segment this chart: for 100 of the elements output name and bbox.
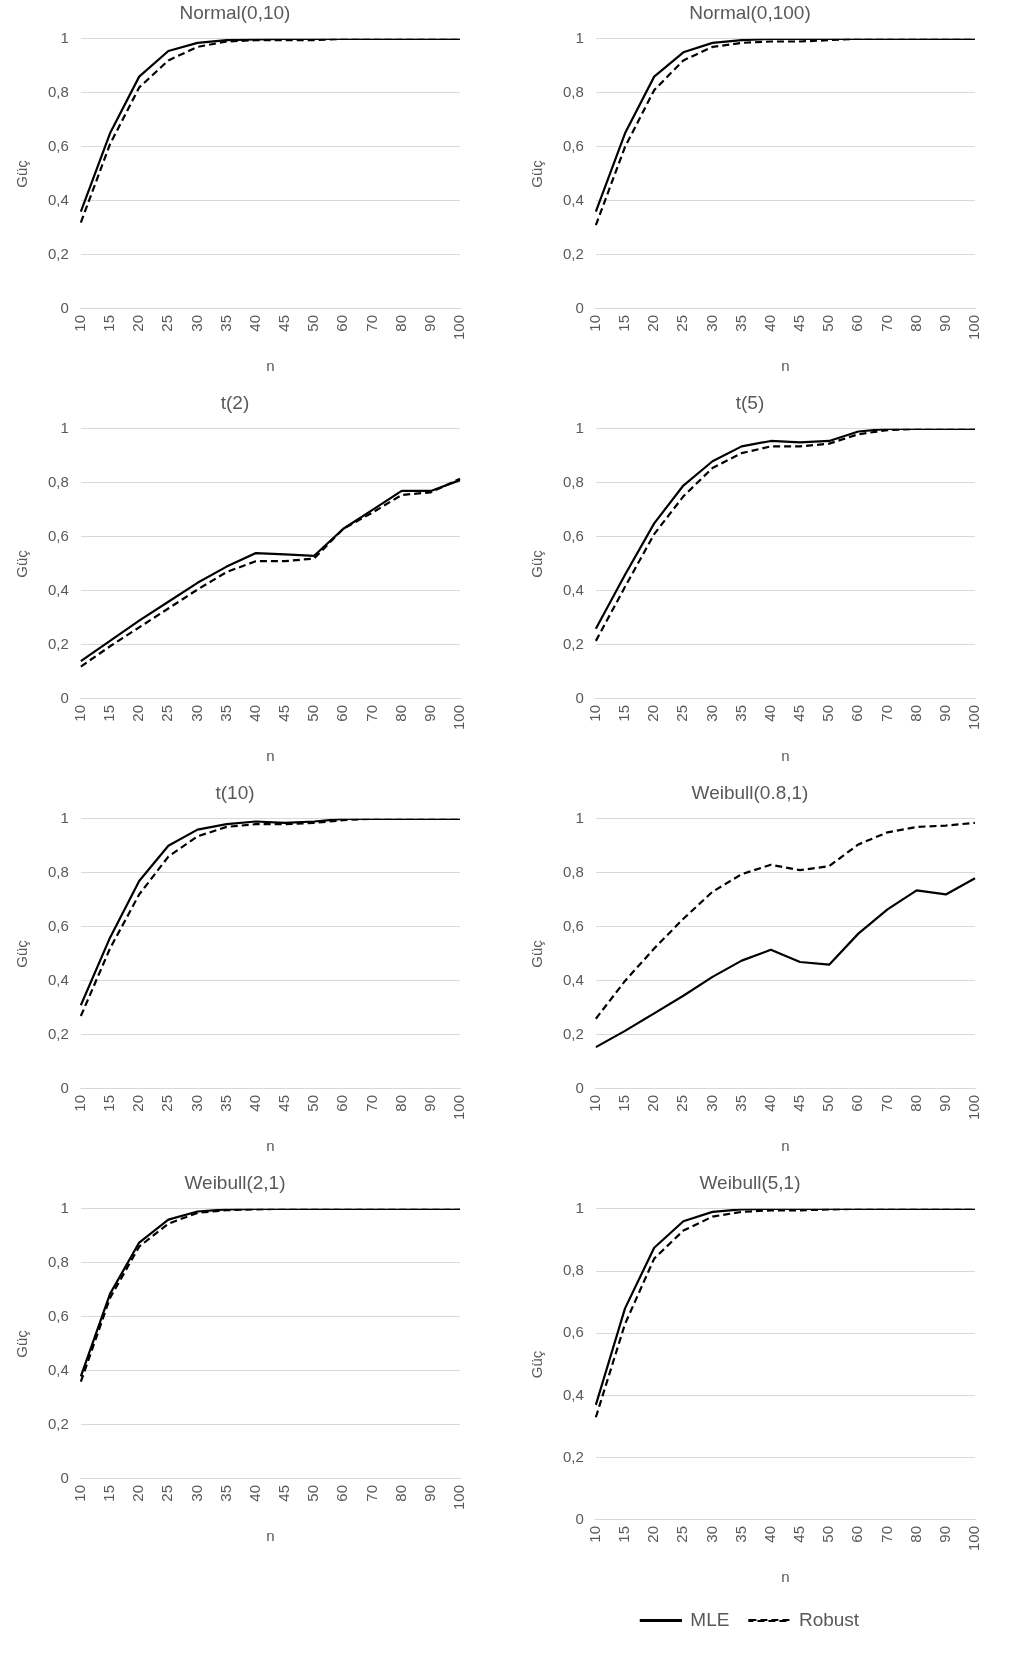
x-tick-label: 70 <box>877 1525 895 1543</box>
chart-title: Weibull(5,1) <box>699 1171 801 1193</box>
x-tick-label: 10 <box>585 314 603 332</box>
x-tick-label: 30 <box>187 314 205 332</box>
x-tick-label: 40 <box>245 1484 263 1502</box>
x-tick-label: 45 <box>790 314 808 332</box>
x-tick-label: 100 <box>965 314 983 340</box>
x-tick-label: 35 <box>731 1094 749 1112</box>
y-tick-label: 0,8 <box>562 1261 584 1279</box>
x-axis-title: n <box>781 357 790 375</box>
y-tick-label: 1 <box>575 1198 584 1216</box>
x-tick-label: 60 <box>848 314 866 332</box>
chart-title: Normal(0,10) <box>179 1 291 23</box>
chart-title: Normal(0,100) <box>689 1 811 23</box>
y-tick-label: 0,2 <box>562 1447 584 1465</box>
chart-title: Weibull(2,1) <box>184 1171 286 1193</box>
x-tick-label: 10 <box>585 704 603 722</box>
x-tick-label: 90 <box>935 314 953 332</box>
x-tick-label: 60 <box>333 314 351 332</box>
y-tick-label: 0,6 <box>562 1323 584 1341</box>
y-tick-label: 0,2 <box>47 245 69 263</box>
x-tick-label: 35 <box>216 1484 234 1502</box>
x-tick-label: 35 <box>731 704 749 722</box>
x-tick-label: 25 <box>158 704 176 722</box>
y-tick-label: 0,2 <box>562 245 584 263</box>
y-tick-label: 0,8 <box>562 862 584 880</box>
x-tick-label: 35 <box>731 1525 749 1543</box>
y-tick-label: 0 <box>575 1510 584 1528</box>
x-tick-label: 70 <box>877 704 895 722</box>
y-tick-label: 0,6 <box>47 137 69 155</box>
x-tick-label: 20 <box>644 1525 662 1543</box>
y-axis-title: Güç <box>13 159 31 188</box>
x-tick-label: 15 <box>615 1525 633 1543</box>
x-tick-label: 80 <box>391 1484 409 1502</box>
x-tick-label: 90 <box>420 1094 438 1112</box>
x-tick-label: 100 <box>965 704 983 730</box>
x-tick-label: 10 <box>70 1484 88 1502</box>
x-tick-label: 45 <box>275 1094 293 1112</box>
y-tick-label: 1 <box>60 808 69 826</box>
x-tick-label: 40 <box>245 314 263 332</box>
y-tick-label: 0,2 <box>47 1415 69 1433</box>
x-tick-label: 50 <box>304 1094 322 1112</box>
y-tick-label: 0,6 <box>47 527 69 545</box>
x-tick-label: 60 <box>848 704 866 722</box>
x-tick-label: 25 <box>158 1484 176 1502</box>
y-tick-label: 0,8 <box>47 82 69 100</box>
x-axis-title: n <box>266 747 275 765</box>
x-tick-label: 25 <box>673 1094 691 1112</box>
y-tick-label: 1 <box>575 808 584 826</box>
x-tick-label: 60 <box>848 1094 866 1112</box>
y-tick-label: 0,6 <box>47 1307 69 1325</box>
x-axis-title: n <box>266 1527 275 1545</box>
x-tick-label: 30 <box>702 1525 720 1543</box>
x-tick-label: 40 <box>245 704 263 722</box>
x-tick-label: 50 <box>304 1484 322 1502</box>
legend-label: Robust <box>798 1608 860 1630</box>
y-axis-title: Güç <box>528 1350 546 1379</box>
y-tick-label: 1 <box>60 1198 69 1216</box>
y-tick-label: 0 <box>60 689 69 707</box>
x-tick-label: 25 <box>673 1525 691 1543</box>
x-axis-title: n <box>266 1137 275 1155</box>
y-tick-label: 1 <box>575 418 584 436</box>
x-tick-label: 80 <box>391 314 409 332</box>
x-tick-label: 40 <box>760 1525 778 1543</box>
x-tick-label: 100 <box>450 1094 468 1120</box>
x-tick-label: 100 <box>450 1484 468 1510</box>
x-tick-label: 35 <box>731 314 749 332</box>
x-tick-label: 40 <box>760 1094 778 1112</box>
y-tick-label: 0 <box>575 1079 584 1097</box>
x-axis-title: n <box>781 1137 790 1155</box>
x-tick-label: 15 <box>100 1484 118 1502</box>
x-tick-label: 90 <box>420 1484 438 1502</box>
x-tick-label: 35 <box>216 314 234 332</box>
x-tick-label: 30 <box>702 314 720 332</box>
line-series <box>594 821 977 1020</box>
x-tick-label: 50 <box>819 314 837 332</box>
x-tick-label: 45 <box>790 1094 808 1112</box>
x-tick-label: 45 <box>275 314 293 332</box>
x-tick-label: 15 <box>100 1094 118 1112</box>
chart-title: Weibull(0.8,1) <box>691 781 809 803</box>
x-tick-label: 90 <box>420 314 438 332</box>
x-tick-label: 20 <box>644 704 662 722</box>
y-tick-label: 0 <box>575 299 584 317</box>
x-tick-label: 25 <box>673 314 691 332</box>
x-tick-label: 20 <box>129 704 147 722</box>
x-tick-label: 10 <box>70 704 88 722</box>
x-tick-label: 60 <box>333 1094 351 1112</box>
legend-label: MLE <box>690 1608 730 1630</box>
y-tick-label: 0,8 <box>562 472 584 490</box>
y-tick-label: 0,2 <box>562 1025 584 1043</box>
x-tick-label: 45 <box>790 704 808 722</box>
y-tick-label: 0 <box>60 1469 69 1487</box>
x-tick-label: 30 <box>187 1484 205 1502</box>
x-tick-label: 10 <box>70 314 88 332</box>
x-tick-label: 80 <box>391 704 409 722</box>
y-tick-label: 0,2 <box>47 1025 69 1043</box>
y-tick-label: 1 <box>575 28 584 46</box>
x-tick-label: 50 <box>304 314 322 332</box>
y-tick-label: 0,4 <box>47 1361 69 1379</box>
x-axis-title: n <box>781 747 790 765</box>
